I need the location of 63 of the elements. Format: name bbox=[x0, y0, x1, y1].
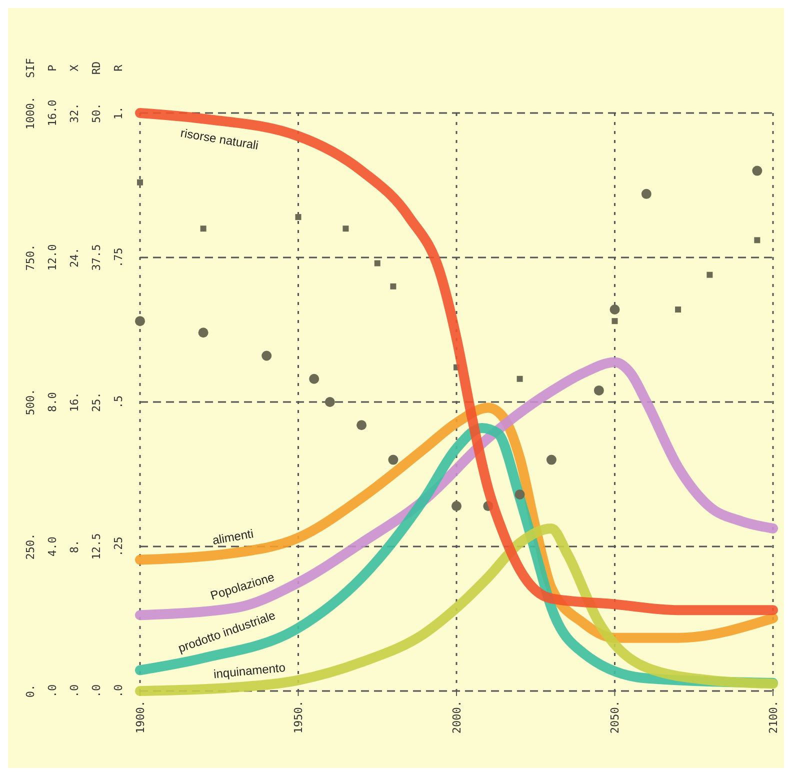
point bbox=[388, 454, 398, 465]
y2-tick-label: .0 bbox=[46, 684, 59, 698]
y-tick-label: 500. bbox=[24, 388, 37, 416]
x-tick-label: 1900. bbox=[134, 700, 147, 734]
point bbox=[342, 226, 349, 232]
y-tick-label: 37.5 bbox=[90, 244, 103, 271]
y3-tick-label: 8. bbox=[68, 540, 81, 554]
point bbox=[546, 454, 556, 465]
point bbox=[594, 385, 604, 396]
y-axis-title: SIF bbox=[24, 58, 37, 78]
y2-tick-label: .75 bbox=[112, 248, 125, 268]
text: risorse naturali bbox=[180, 126, 260, 152]
x-tick-label: 2100. bbox=[766, 700, 780, 734]
y2-tick-label: .0 bbox=[112, 684, 125, 698]
point bbox=[262, 350, 272, 361]
point bbox=[356, 420, 367, 430]
point bbox=[754, 237, 760, 244]
y2-tick-label: 12.0 bbox=[46, 244, 59, 271]
point bbox=[324, 397, 335, 407]
y-tick-label: 12.5 bbox=[90, 533, 103, 560]
point bbox=[135, 316, 145, 326]
point bbox=[514, 489, 525, 500]
y-tick-label: .0 bbox=[90, 684, 103, 698]
y3-tick-label: 24. bbox=[68, 248, 81, 268]
y-tick-label: 1000. bbox=[24, 96, 37, 130]
point bbox=[137, 179, 143, 186]
point bbox=[610, 304, 620, 315]
y2-tick-label: 16.0 bbox=[46, 100, 59, 126]
point bbox=[452, 501, 462, 512]
y2-tick-label: 8.0 bbox=[46, 392, 59, 412]
point bbox=[198, 328, 208, 338]
y-tick-label: 50. bbox=[90, 103, 103, 123]
y2-tick-label: .5 bbox=[112, 395, 125, 409]
y2-axis-title: R bbox=[112, 64, 125, 72]
x-tick-label: 1950. bbox=[292, 700, 306, 734]
y-tick-label: 0. bbox=[24, 684, 37, 698]
point bbox=[752, 166, 762, 176]
text: alimenti bbox=[211, 526, 254, 548]
y3-tick-label: 32. bbox=[68, 103, 81, 123]
point bbox=[309, 374, 320, 384]
point bbox=[200, 226, 206, 232]
x-tick-label: 2000. bbox=[450, 700, 464, 734]
point bbox=[374, 260, 380, 266]
point bbox=[675, 306, 682, 313]
point bbox=[390, 283, 396, 290]
y2-tick-label: 1. bbox=[112, 106, 125, 120]
y3-axis-title: X bbox=[68, 64, 81, 72]
y-axis-title: RD bbox=[90, 61, 103, 75]
y2-axis-title: P bbox=[46, 64, 59, 72]
y-tick-label: 750. bbox=[24, 244, 37, 271]
y2-tick-label: 4.0 bbox=[46, 536, 59, 556]
point bbox=[516, 376, 523, 382]
y3-tick-label: .0 bbox=[68, 684, 81, 698]
x-tick-label: 2050. bbox=[608, 700, 622, 734]
point bbox=[706, 272, 713, 278]
y-tick-label: 250. bbox=[24, 533, 37, 560]
text: inquinamento bbox=[212, 660, 286, 682]
y3-tick-label: 16. bbox=[68, 392, 81, 412]
y2-tick-label: .25 bbox=[112, 536, 125, 556]
y-tick-label: 25. bbox=[90, 392, 103, 412]
point bbox=[612, 318, 618, 324]
point bbox=[295, 214, 302, 220]
point bbox=[641, 188, 652, 199]
